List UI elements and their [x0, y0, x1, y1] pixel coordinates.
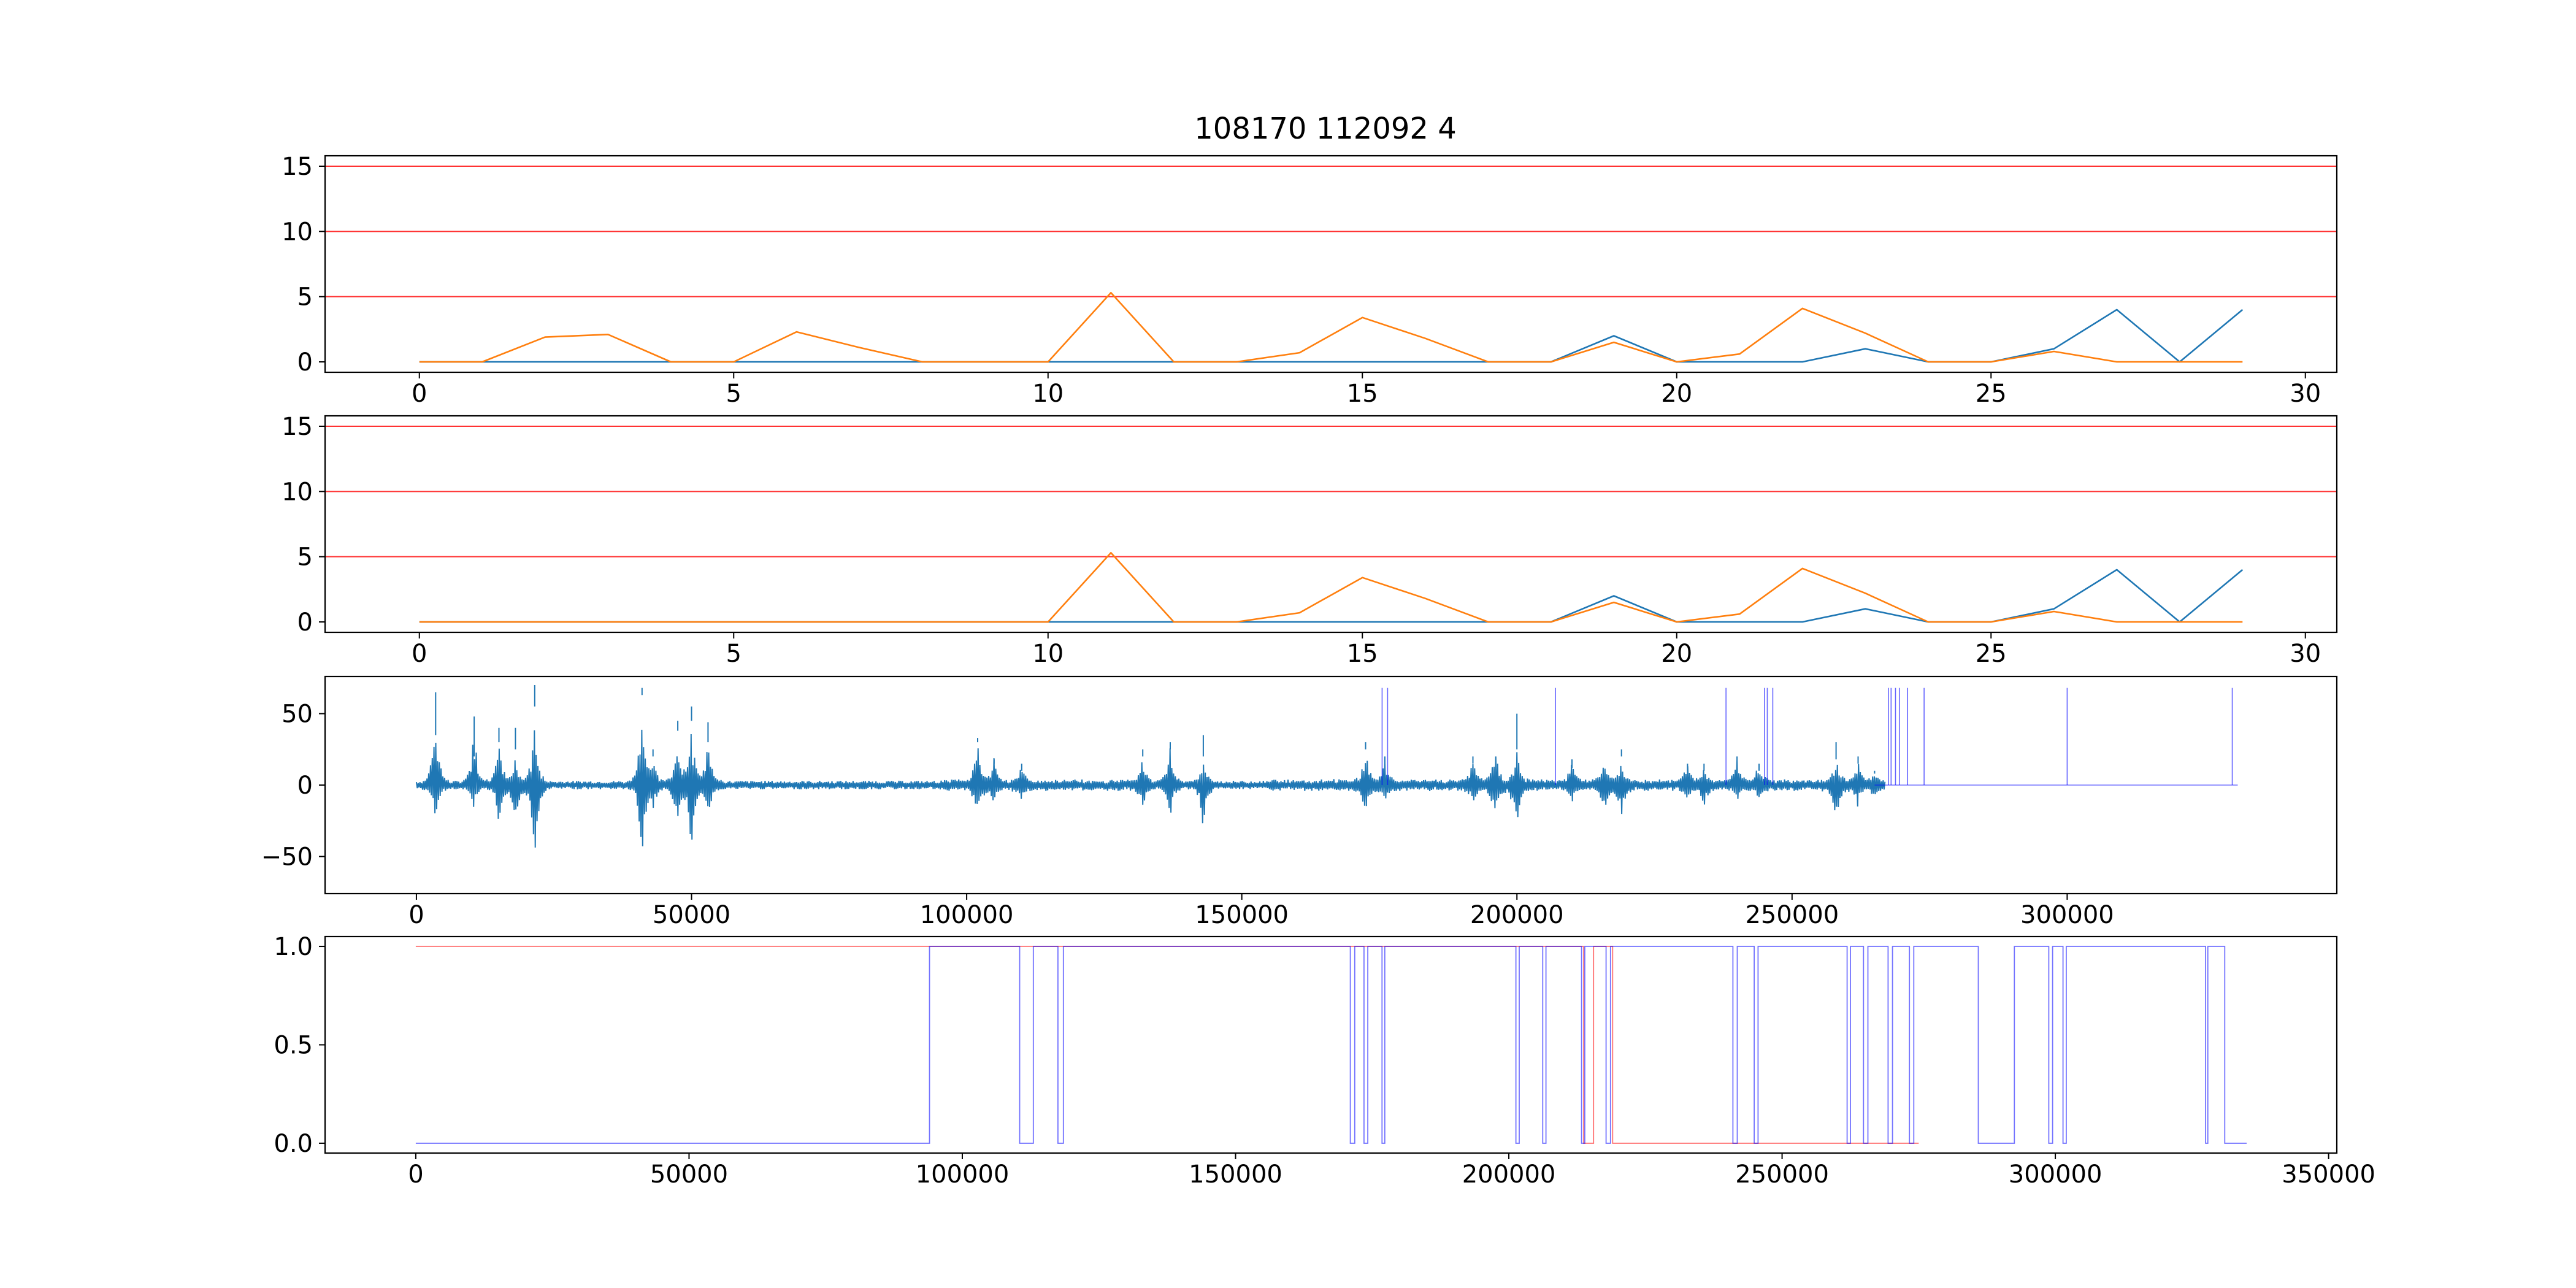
series-orange-line [419, 551, 2243, 623]
y-tick-label: 0 [297, 348, 313, 377]
axes-frame [324, 415, 2338, 634]
x-tick-label: 0 [408, 1160, 423, 1189]
y-tick-label: 10 [282, 218, 313, 246]
x-tick-label: 100000 [916, 1160, 1010, 1189]
plot-area [415, 685, 2238, 848]
y-tick-label: 50 [282, 700, 313, 729]
series-blue-step [415, 946, 2247, 1144]
x-tick-label: 25 [1976, 380, 2007, 408]
x-tick-label: 50000 [653, 901, 730, 929]
x-tick-label: 350000 [2282, 1160, 2375, 1189]
y-tick-label: 5 [297, 543, 313, 572]
axes-frame [324, 155, 2338, 374]
x-tick-label: 10 [1032, 640, 1064, 668]
x-tick-label: 10 [1032, 380, 1064, 408]
y-tick-label: 5 [297, 283, 313, 312]
subplot-3: 0 50000 100000 150000 200000 250000 300000 −50 0… [261, 675, 2338, 929]
subplot-4: 0 50000 100000 150000 200000 250000 300000 3500… [274, 933, 2375, 1189]
x-tick-label: 5 [726, 640, 742, 668]
x-tick-label: 300000 [2020, 901, 2114, 929]
x-tick-label: 20 [1661, 640, 1692, 668]
x-tick-label: 250000 [1745, 901, 1839, 929]
subplot-1: 0 5 10 15 20 25 30 0 5 10 15 [282, 153, 2338, 408]
x-tick-label: 150000 [1195, 901, 1289, 929]
plot-area [325, 426, 2337, 623]
x-tick-label: 200000 [1462, 1160, 1556, 1189]
y-tick-label: 15 [282, 153, 313, 181]
y-tick-label: 0 [297, 772, 313, 800]
x-tick-label: 5 [726, 380, 742, 408]
x-tick-label: 300000 [2009, 1160, 2103, 1189]
x-tick-label: 30 [2290, 640, 2321, 668]
x-tick-label: 200000 [1470, 901, 1564, 929]
x-tick-label: 25 [1976, 640, 2007, 668]
series-orange-line [419, 291, 2243, 363]
y-tick-label: 0.5 [274, 1032, 313, 1060]
figure-title: 108170 112092 4 [1194, 112, 1457, 146]
plot-area [325, 166, 2337, 363]
y-tick-label: 1.0 [274, 933, 313, 961]
x-tick-label: 15 [1347, 380, 1378, 408]
x-tick-label: 20 [1661, 380, 1692, 408]
x-tick-label: 100000 [920, 901, 1014, 929]
x-tick-label: 50000 [650, 1160, 728, 1189]
x-tick-label: 0 [408, 901, 424, 929]
y-tick-label: −50 [261, 843, 313, 871]
x-tick-label: 0 [412, 380, 427, 408]
x-tick-label: 0 [412, 640, 427, 668]
y-tick-label: 0.0 [274, 1130, 313, 1158]
x-tick-label: 30 [2290, 380, 2321, 408]
y-tick-label: 15 [282, 413, 313, 441]
x-tick-label: 15 [1347, 640, 1378, 668]
waveform-line [415, 685, 1886, 848]
subplot-2: 0 5 10 15 20 25 30 0 5 10 15 [282, 413, 2338, 668]
plot-area [415, 946, 2247, 1144]
y-tick-label: 0 [297, 608, 313, 637]
x-tick-label: 150000 [1189, 1160, 1282, 1189]
y-tick-label: 10 [282, 478, 313, 506]
x-tick-label: 250000 [1735, 1160, 1829, 1189]
